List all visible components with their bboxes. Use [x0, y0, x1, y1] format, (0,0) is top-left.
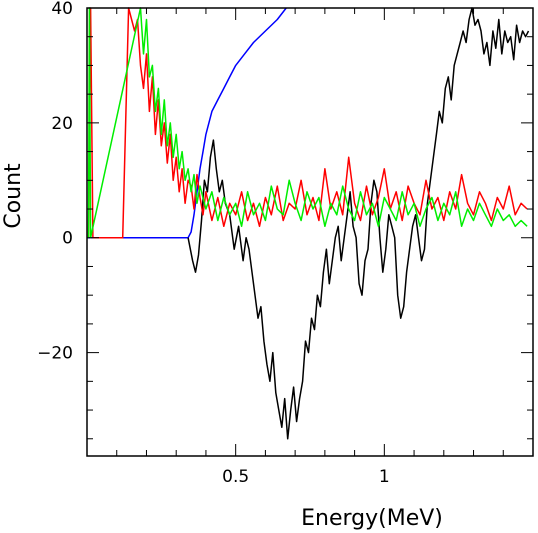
series-line-3 [87, 7, 528, 239]
series-line-0 [87, 7, 287, 239]
y-axis-label: Count [1, 163, 26, 229]
y-tick-label: −20 [37, 344, 73, 364]
y-tick-label: 0 [62, 229, 73, 249]
y-tick-label: 20 [51, 114, 73, 134]
series-line-2 [87, 7, 528, 239]
x-tick-label: 0.5 [222, 467, 249, 487]
series-line-1 [187, 7, 530, 440]
x-tick-label: 1 [379, 467, 390, 487]
series-layer [87, 7, 530, 440]
y-tick-label: 40 [51, 0, 73, 19]
ticks-layer: 0.5 1 40 20 0 −20 [37, 0, 534, 487]
plot-frame [86, 7, 534, 457]
x-axis-label: Energy(MeV) [301, 506, 443, 531]
